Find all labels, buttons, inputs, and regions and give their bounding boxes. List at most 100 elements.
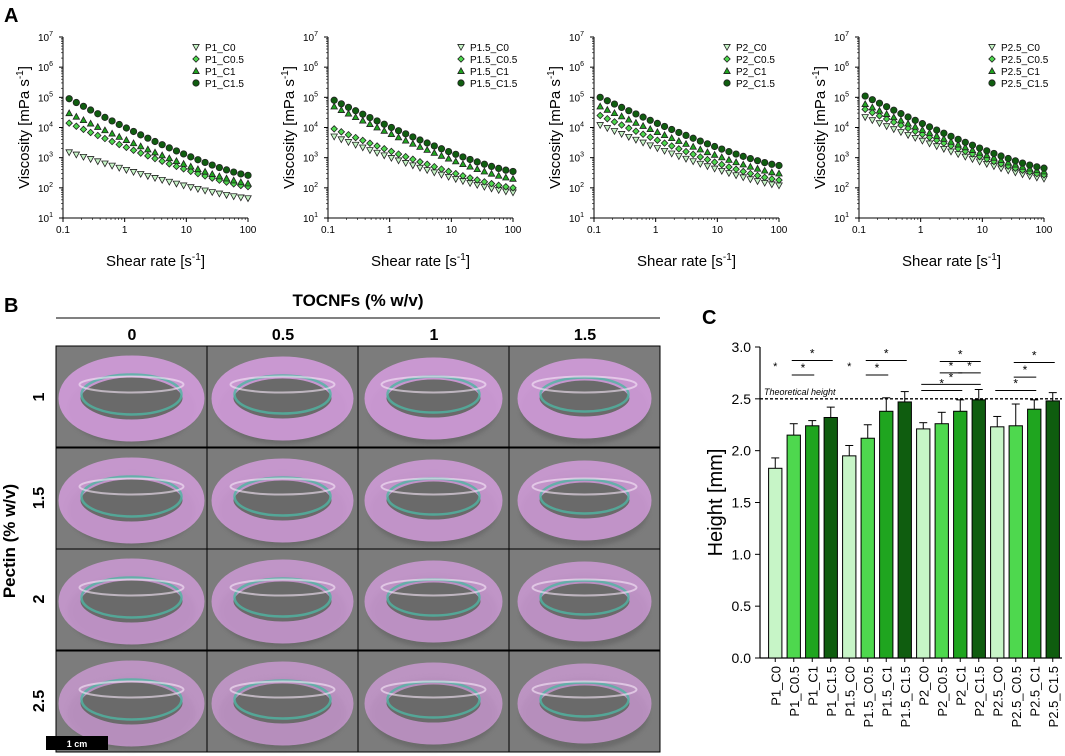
data-point xyxy=(703,148,712,156)
data-point xyxy=(990,153,998,161)
data-point xyxy=(151,137,159,146)
y-tick-label: 2.5 xyxy=(732,391,752,407)
data-point xyxy=(667,134,676,142)
data-point xyxy=(387,147,396,156)
data-point xyxy=(509,174,517,182)
hydrogel-ring xyxy=(211,458,354,543)
data-point xyxy=(682,139,690,147)
data-point xyxy=(617,112,626,120)
data-point xyxy=(459,153,467,161)
data-point xyxy=(746,169,755,178)
legend-label: P1.5_C0.5 xyxy=(470,55,518,66)
hydrogel-ring xyxy=(517,460,652,541)
data-point xyxy=(925,133,934,142)
photo-cell xyxy=(55,650,208,753)
data-point xyxy=(122,135,131,143)
data-point xyxy=(940,129,948,137)
significance-star: * xyxy=(801,361,806,375)
data-point xyxy=(452,150,460,158)
data-point xyxy=(129,146,138,155)
data-point xyxy=(904,119,912,127)
data-point xyxy=(387,155,396,162)
data-point xyxy=(689,134,697,142)
data-point xyxy=(725,155,733,163)
col-header-1: 1 xyxy=(430,327,439,344)
data-point xyxy=(437,145,446,153)
data-point xyxy=(466,174,474,182)
data-point xyxy=(632,136,640,144)
data-point xyxy=(639,130,647,139)
ring-inner-edge xyxy=(80,678,183,721)
data-point xyxy=(344,109,353,117)
data-point xyxy=(179,182,188,190)
data-point xyxy=(625,107,633,115)
data-point xyxy=(408,162,417,170)
data-point xyxy=(617,121,626,129)
data-point xyxy=(72,98,80,107)
data-point xyxy=(933,126,941,134)
data-point xyxy=(875,120,884,128)
series-P2.5_C1 xyxy=(861,100,1048,175)
x-tick-label: 0.1 xyxy=(852,225,866,236)
data-point xyxy=(753,178,762,186)
data-point xyxy=(351,133,360,142)
data-point xyxy=(215,172,224,180)
data-point xyxy=(93,122,102,130)
data-point xyxy=(358,116,367,124)
legend-label: P2.5_C1.5 xyxy=(1001,79,1049,90)
data-point xyxy=(639,121,647,129)
y-tick-label: 101 xyxy=(303,212,318,225)
data-point xyxy=(373,117,381,125)
bar xyxy=(786,434,801,659)
photo-cell xyxy=(357,447,510,550)
significance-star: * xyxy=(1023,363,1028,377)
data-point xyxy=(201,158,209,167)
y-tick-label: 105 xyxy=(834,91,849,104)
y-tick-label: 102 xyxy=(38,182,53,195)
data-point xyxy=(897,116,905,124)
x-axis-label: Shear rate [s-1] xyxy=(106,252,205,270)
data-point xyxy=(739,160,748,168)
data-point xyxy=(359,136,367,145)
data-point xyxy=(194,156,202,164)
data-point xyxy=(653,136,662,144)
series-P2.5_C1.5 xyxy=(861,92,1048,172)
col-header-0-5: 0.5 xyxy=(272,327,294,344)
y-tick-label: 101 xyxy=(569,212,584,225)
data-point xyxy=(394,150,403,158)
x-tick-label: 0.1 xyxy=(56,225,70,236)
data-point xyxy=(72,112,81,120)
photo-cell xyxy=(55,345,208,448)
data-point xyxy=(87,106,95,114)
data-point xyxy=(108,129,116,137)
y-tick-label: 106 xyxy=(569,61,584,74)
data-point xyxy=(975,148,984,156)
data-point xyxy=(94,110,102,118)
data-point xyxy=(65,95,73,103)
data-point xyxy=(868,108,877,117)
legend-marker xyxy=(457,44,465,52)
data-point xyxy=(487,162,496,170)
data-point xyxy=(753,171,762,180)
data-point xyxy=(696,160,705,168)
bar xyxy=(1045,400,1060,659)
bar xyxy=(842,455,857,659)
data-point xyxy=(1018,159,1027,167)
legend-marker xyxy=(457,55,465,63)
data-point xyxy=(632,118,640,126)
bar xyxy=(879,410,894,659)
x-tick-label: 100 xyxy=(771,225,788,236)
row-header-2: 2 xyxy=(31,594,48,603)
data-point xyxy=(473,158,481,166)
hydrogel-ring xyxy=(364,459,503,542)
data-point xyxy=(646,116,654,124)
bar xyxy=(805,425,820,659)
data-point xyxy=(387,123,395,132)
hydrogel-photo-grid: TOCNFs (% w/v) Pectin (% w/v) 0 0.5 1 1.… xyxy=(0,291,661,753)
data-point xyxy=(373,149,381,157)
y-tick-label: 1.0 xyxy=(732,546,752,562)
ring-inner-edge xyxy=(80,373,183,416)
hydrogel-ring xyxy=(517,561,652,642)
data-point xyxy=(760,179,769,187)
x-tick-label: 1 xyxy=(387,225,393,236)
